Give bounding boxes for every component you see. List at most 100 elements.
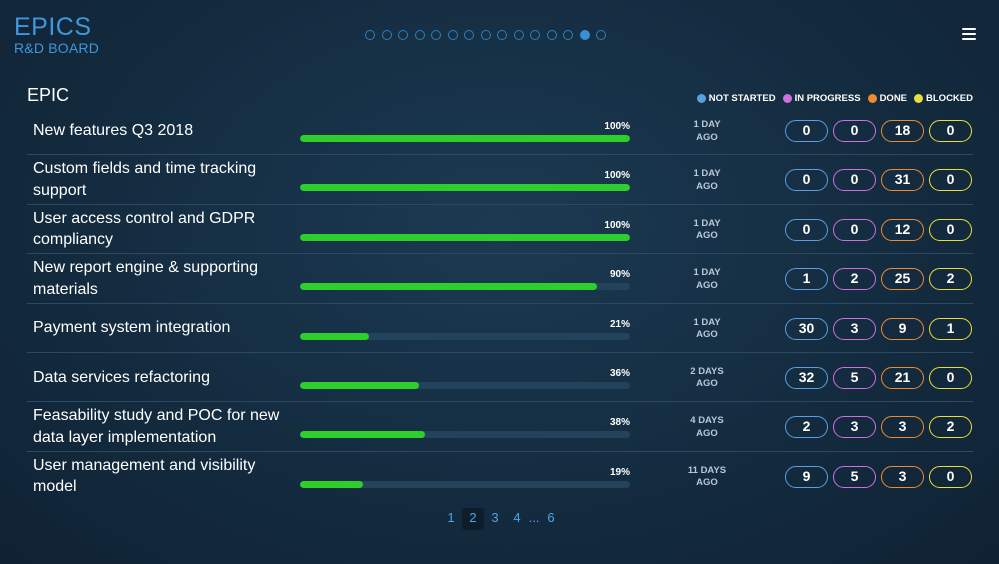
- board-subtitle: R&D BOARD: [14, 40, 100, 56]
- blocked-count: 0: [929, 120, 972, 142]
- not-started-count: 0: [785, 120, 828, 142]
- legend-label: BLOCKED: [926, 93, 973, 104]
- progress-bar: [300, 233, 630, 241]
- done-count: 9: [881, 317, 924, 340]
- epic-name: User management and visibility model: [33, 456, 256, 496]
- legend-label: IN PROGRESS: [794, 93, 861, 104]
- last-updated: 4 DAYS AGO: [667, 415, 747, 440]
- progress-bar: [300, 283, 630, 291]
- slide-dot[interactable]: [431, 30, 441, 40]
- hamburger-menu-icon[interactable]: [962, 28, 976, 40]
- blocked-count: 2: [929, 268, 972, 291]
- epic-row[interactable]: Data services refactoring 36% 2 DAYS AGO…: [27, 353, 973, 403]
- status-counts: 32 5 21 0: [785, 366, 977, 389]
- slide-indicator[interactable]: [365, 30, 613, 40]
- not-started-count: 0: [785, 218, 828, 241]
- progress-percent: 38%: [609, 417, 630, 429]
- last-updated-suffix: AGO: [696, 279, 718, 291]
- epic-name: Custom fields and time tracking support: [33, 160, 257, 199]
- in-progress-count: 2: [833, 268, 876, 291]
- epic-name: New features Q3 2018: [33, 121, 194, 139]
- progress-bar: [300, 480, 630, 488]
- page-link[interactable]: 2: [462, 508, 484, 530]
- last-updated: 11 DAYS AGO: [667, 465, 747, 490]
- status-counts: 0 0 31 0: [785, 169, 977, 192]
- epic-row[interactable]: Payment system integration 21% 1 DAY AGO…: [27, 304, 973, 353]
- slide-dot[interactable]: [447, 30, 458, 40]
- page-link[interactable]: 4: [513, 510, 521, 525]
- slide-dot[interactable]: [480, 30, 491, 40]
- last-updated-suffix: AGO: [696, 378, 718, 390]
- slide-dot[interactable]: [563, 30, 573, 40]
- blocked-count: 1: [929, 317, 972, 340]
- epic-name: Data services refactoring: [33, 368, 210, 386]
- last-updated-suffix: AGO: [696, 427, 718, 439]
- slide-dot[interactable]: [530, 30, 540, 40]
- legend-item: BLOCKED: [914, 93, 973, 104]
- not-started-count: 32: [785, 366, 828, 389]
- legend-dot-icon: [782, 94, 792, 103]
- progress-fill: [300, 480, 363, 488]
- done-count: 31: [881, 169, 924, 192]
- progress-percent: 21%: [609, 318, 630, 330]
- in-progress-count: 0: [833, 120, 876, 142]
- slide-dot[interactable]: [398, 30, 408, 40]
- section-title: EPIC: [27, 85, 70, 105]
- status-counts: 0 0 18 0: [785, 120, 977, 142]
- last-updated: 1 DAY AGO: [667, 317, 747, 342]
- slide-dot[interactable]: [596, 30, 606, 40]
- slide-dot[interactable]: [381, 30, 392, 40]
- slide-dot[interactable]: [579, 30, 590, 40]
- blocked-count: 0: [929, 218, 972, 241]
- progress-fill: [300, 233, 630, 241]
- last-updated-suffix: AGO: [696, 230, 718, 242]
- last-updated-value: 1 DAY: [693, 316, 721, 328]
- done-count: 3: [881, 465, 924, 488]
- epic-row[interactable]: New report engine & supporting materials…: [27, 254, 973, 304]
- progress-fill: [300, 431, 426, 439]
- done-count: 21: [881, 366, 924, 389]
- epic-row[interactable]: Feasability study and POC for new data l…: [27, 402, 973, 452]
- progress-percent: 36%: [609, 367, 630, 379]
- progress-fill: [300, 135, 630, 142]
- slide-dot[interactable]: [546, 30, 557, 40]
- in-progress-count: 3: [833, 317, 876, 340]
- progress-bar: [300, 135, 630, 142]
- progress-bar: [300, 184, 630, 192]
- progress-percent: 19%: [609, 466, 630, 478]
- epic-row[interactable]: Custom fields and time tracking support …: [27, 155, 973, 205]
- page-link[interactable]: 6: [547, 510, 555, 525]
- epic-row[interactable]: User management and visibility model 19%…: [27, 452, 973, 501]
- last-updated-value: 1 DAY: [693, 168, 721, 180]
- blocked-count: 2: [929, 416, 972, 439]
- progress-bar: [300, 431, 630, 439]
- epic-row[interactable]: User access control and GDPR compliancy …: [27, 205, 973, 255]
- epic-name: Payment system integration: [33, 319, 231, 337]
- legend-dot-icon: [867, 94, 877, 103]
- done-count: 25: [881, 268, 924, 291]
- done-count: 3: [881, 416, 924, 439]
- last-updated-value: 1 DAY: [693, 217, 721, 229]
- epic-row[interactable]: New features Q3 2018 100% 1 DAY AGO 0 0 18…: [27, 106, 973, 156]
- last-updated-value: 11 DAYS: [687, 464, 727, 476]
- last-updated: 1 DAY AGO: [667, 218, 747, 243]
- legend-label: NOT STARTED: [708, 93, 776, 104]
- slide-dot[interactable]: [513, 30, 524, 40]
- progress-fill: [300, 332, 370, 340]
- slide-dot[interactable]: [497, 30, 507, 40]
- epic-list: New features Q3 2018 100% 1 DAY AGO 0 0 18…: [27, 106, 973, 501]
- not-started-count: 9: [785, 465, 828, 488]
- not-started-count: 30: [785, 317, 828, 340]
- in-progress-count: 0: [833, 169, 876, 192]
- epic-name: New report engine & supporting materials: [33, 259, 259, 298]
- last-updated: 1 DAY AGO: [667, 168, 747, 193]
- status-legend: NOT STARTED IN PROGRESS DONE BLOCKED: [690, 93, 973, 104]
- page-link[interactable]: 1: [447, 510, 455, 525]
- page-link[interactable]: 3: [491, 510, 499, 525]
- slide-dot[interactable]: [464, 30, 474, 40]
- slide-dot[interactable]: [365, 30, 375, 40]
- slide-dot[interactable]: [414, 30, 425, 40]
- blocked-count: 0: [929, 465, 972, 488]
